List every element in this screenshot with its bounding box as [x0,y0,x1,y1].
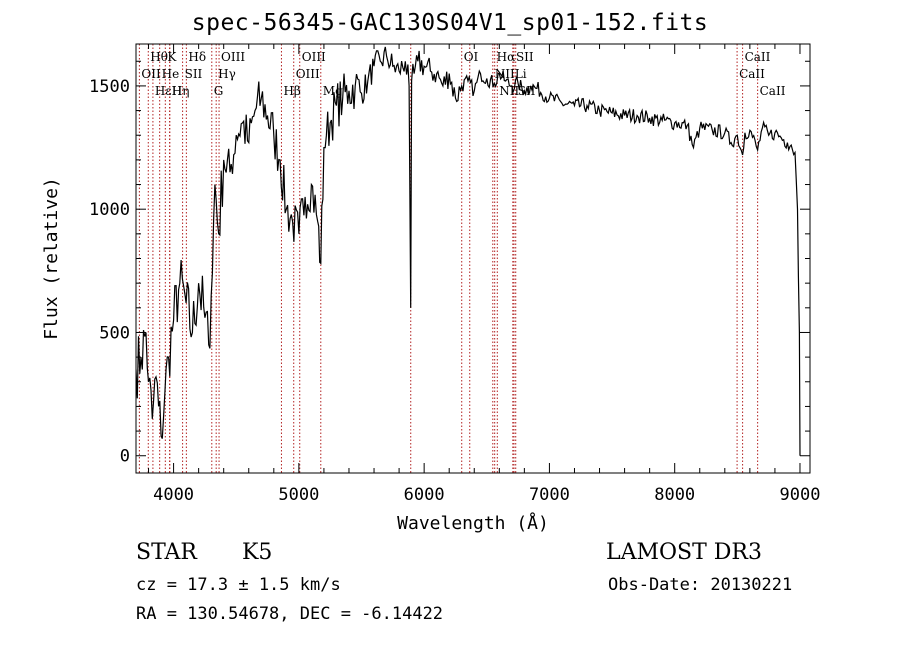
spectrum-line [136,46,801,456]
line-label: OIII [302,50,326,64]
line-label: Hα [497,50,516,64]
x-tick-label: 4000 [153,485,194,505]
line-label: Hη [172,84,190,98]
object-subclass: K5 [242,540,273,565]
line-label: OIII [296,67,320,81]
y-tick-label: 1500 [89,77,130,97]
radec-text: RA = 130.54678, DEC = -6.14422 [136,604,444,624]
y-tick-label: 500 [99,323,130,343]
line-label: OIII [221,50,245,64]
line-label: OII [141,67,161,81]
line-label: SII [516,50,534,64]
chart-title: spec-56345-GAC130S04V1_sp01-152.fits [191,10,709,36]
line-label: CaII [760,84,786,98]
line-label: Hδ [188,50,206,64]
line-label: Hγ [218,67,236,81]
survey-name: LAMOST DR3 [606,540,762,565]
line-label: G [214,84,224,98]
x-tick-label: 7000 [529,485,570,505]
line-label: Hε [155,84,172,98]
line-label: Li [515,67,527,81]
line-label: OI [464,50,479,64]
x-tick-label: 6000 [404,485,445,505]
redshift-text: cz = 17.3 ± 1.5 km/s [136,575,341,595]
plot-frame [135,43,811,474]
line-label: SII [185,67,203,81]
line-label: Hβ [283,84,300,98]
y-axis-label: Flux (relative) [41,177,62,340]
line-label: H [172,84,182,98]
line-label: K [167,50,177,64]
x-tick-label: 9000 [780,485,821,505]
x-axis-label: Wavelength (Å) [397,512,549,534]
line-label: Hθ [150,50,168,64]
object-class: STAR [136,540,197,565]
x-tick-label: 8000 [654,485,695,505]
x-tick-label: 5000 [278,485,319,505]
y-tick-label: 1000 [89,200,130,220]
line-label: CaII [739,67,765,81]
obs-date-text: Obs-Date: 20130221 [608,575,793,595]
y-tick-label: 0 [120,447,130,467]
line-label: CaII [745,50,771,64]
line-label: He [162,67,180,81]
